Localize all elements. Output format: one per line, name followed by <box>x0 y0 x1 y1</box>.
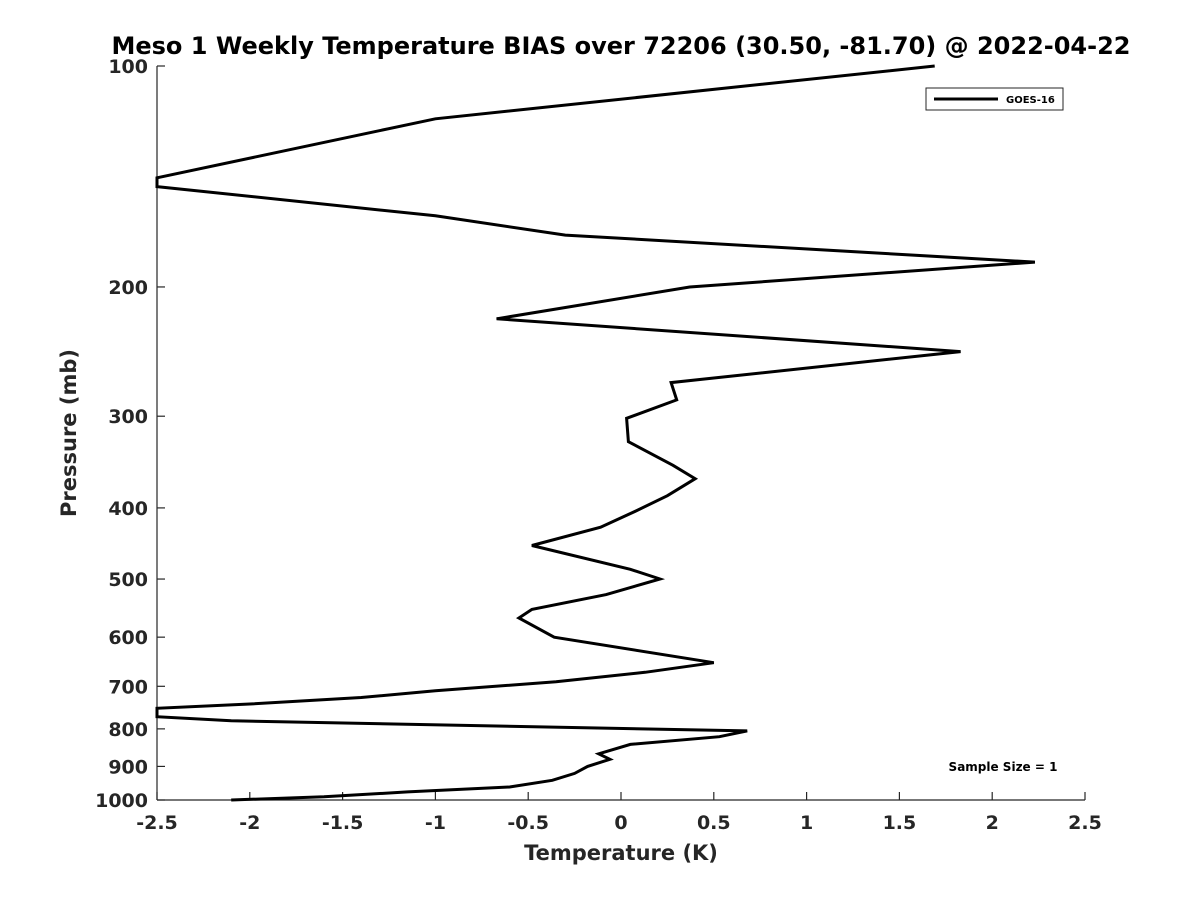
legend: GOES-16 <box>925 87 1064 111</box>
x-ticks: -2.5 -2 -1.5 -1 -0.5 0 0.5 1 1.5 2 2.5 <box>136 792 1102 834</box>
sample-size-annotation: Sample Size = 1 <box>949 760 1058 774</box>
y-tick-label: 100 <box>108 56 148 78</box>
x-tick-label: 1.5 <box>883 812 917 834</box>
x-tick-label: 0.5 <box>697 812 731 834</box>
series-layer <box>155 64 1036 802</box>
x-tick-label: 1 <box>800 812 813 834</box>
x-axis-label: Temperature (K) <box>524 841 718 865</box>
x-tick-label: 0 <box>614 812 627 834</box>
series-line-goes16 <box>155 64 1036 802</box>
y-tick-label: 500 <box>108 569 148 591</box>
y-tick-label: 600 <box>108 627 148 649</box>
legend-label-goes16: GOES-16 <box>1006 95 1055 106</box>
y-tick-label: 700 <box>108 676 148 698</box>
x-tick-label: -1.5 <box>322 812 364 834</box>
y-ticks: 100 200 300 400 500 600 700 800 900 1000 <box>95 56 165 812</box>
x-tick-label: -0.5 <box>507 812 549 834</box>
x-tick-label: -2.5 <box>136 812 178 834</box>
x-tick-label: 2 <box>986 812 999 834</box>
x-tick-label: 2.5 <box>1068 812 1102 834</box>
y-tick-label: 800 <box>108 719 148 741</box>
y-axis-label: Pressure (mb) <box>57 349 81 517</box>
x-tick-label: -1 <box>425 812 446 834</box>
y-tick-label: 400 <box>108 498 148 520</box>
y-tick-label: 300 <box>108 406 148 428</box>
y-tick-label: 900 <box>108 756 148 778</box>
y-tick-label: 1000 <box>95 790 148 812</box>
chart-title: Meso 1 Weekly Temperature BIAS over 7220… <box>111 32 1130 60</box>
x-tick-label: -2 <box>239 812 260 834</box>
y-tick-label: 200 <box>108 277 148 299</box>
